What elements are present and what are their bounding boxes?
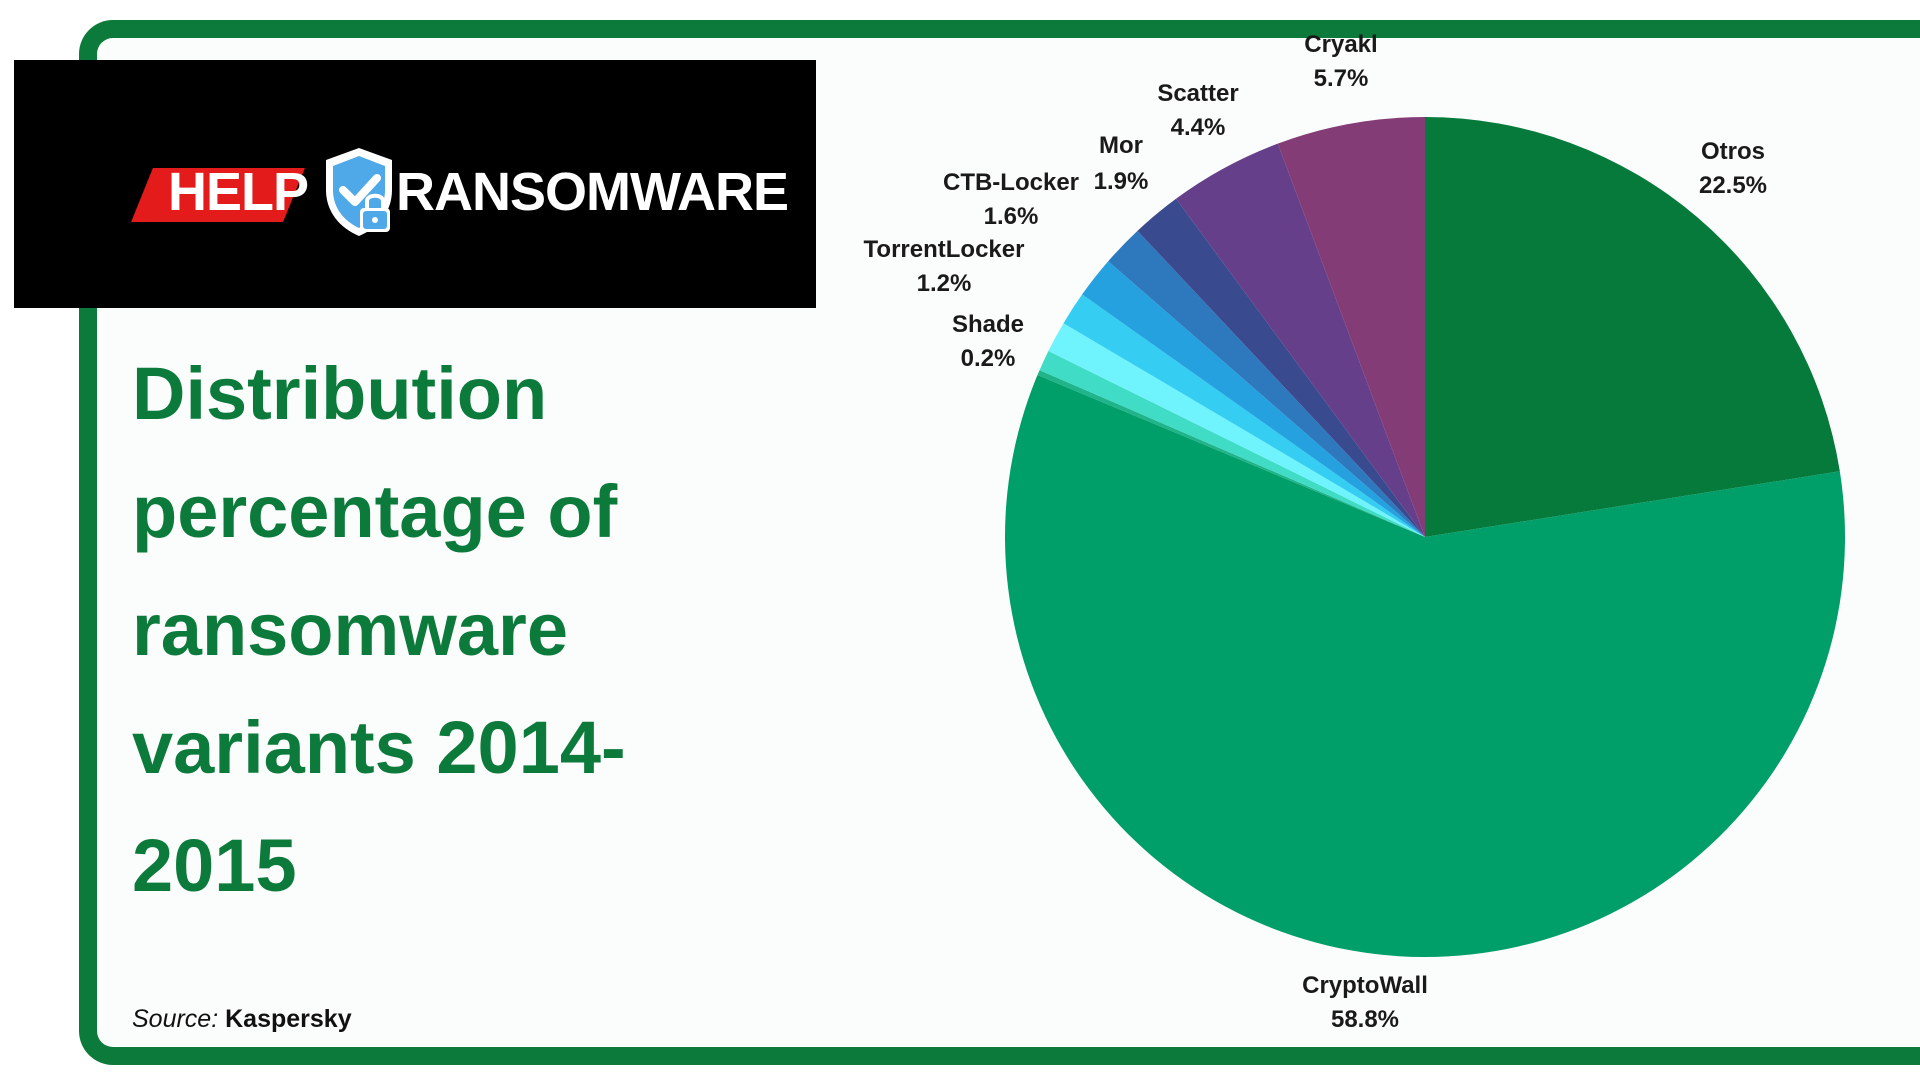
- pie-slice-torrentlocker: [1048, 323, 1425, 537]
- title-line-1: Distribution: [132, 352, 548, 435]
- pie-slice-3: [1039, 351, 1425, 537]
- title-line-2: percentage of: [132, 470, 618, 553]
- pie-slice-shade: [1037, 370, 1425, 537]
- logo-ransomware-text: RANSOMWARE: [396, 162, 789, 222]
- pie-slice-ctb-locker: [1082, 261, 1425, 537]
- pie-slice-cryptowall: [1005, 375, 1845, 957]
- slice-value-label: 4.4%: [1171, 114, 1226, 141]
- source-value: Kaspersky: [225, 1005, 352, 1033]
- pie-slice-7: [1108, 230, 1425, 537]
- logo-help-mark: HELP: [131, 162, 322, 222]
- pie-slices: [1005, 117, 1845, 957]
- pie-slice-mor: [1137, 198, 1425, 537]
- pie-slice-cryakl: [1277, 117, 1425, 537]
- slice-label: Mor: [1099, 132, 1143, 159]
- slice-value-label: 0.2%: [961, 345, 1016, 372]
- slice-label: Shade: [952, 311, 1024, 338]
- title-line-3: ransomware: [132, 588, 568, 671]
- title-line-4: variants 2014-: [132, 706, 626, 789]
- slice-value-label: 1.6%: [984, 203, 1039, 230]
- pie-labels: Otros 22.5% CryptoWall 58.8% Shade 0.2% Torren…: [864, 31, 1767, 1033]
- pie-slice-otros: [1425, 117, 1840, 537]
- slice-label: Cryakl: [1304, 31, 1377, 58]
- logo-banner: HELP RANSOMWARE: [14, 60, 816, 308]
- slice-value-label: 5.7%: [1314, 65, 1369, 92]
- slice-value-label: 58.8%: [1331, 1006, 1399, 1033]
- slice-label: Otros: [1701, 138, 1765, 165]
- pie-slice-5: [1063, 294, 1425, 537]
- logo-help-text: HELP: [168, 162, 309, 222]
- shield-lock-icon: [326, 148, 393, 236]
- slice-label: CTB-Locker: [943, 169, 1079, 196]
- slice-value-label: 1.9%: [1094, 168, 1149, 195]
- title-line-5: 2015: [132, 824, 297, 907]
- page-title: Distribution percentage of ransomware va…: [132, 335, 732, 925]
- slice-value-label: 1.2%: [917, 270, 972, 297]
- slice-label: Scatter: [1157, 80, 1238, 107]
- slice-value-label: 22.5%: [1699, 172, 1767, 199]
- slice-label: TorrentLocker: [864, 236, 1025, 263]
- pie-slice-scatter: [1176, 143, 1425, 537]
- source-note: Source: Kaspersky: [132, 1005, 352, 1034]
- slice-label: CryptoWall: [1302, 972, 1428, 999]
- source-label: Source:: [132, 1005, 219, 1033]
- brand-logo: HELP RANSOMWARE: [131, 142, 789, 242]
